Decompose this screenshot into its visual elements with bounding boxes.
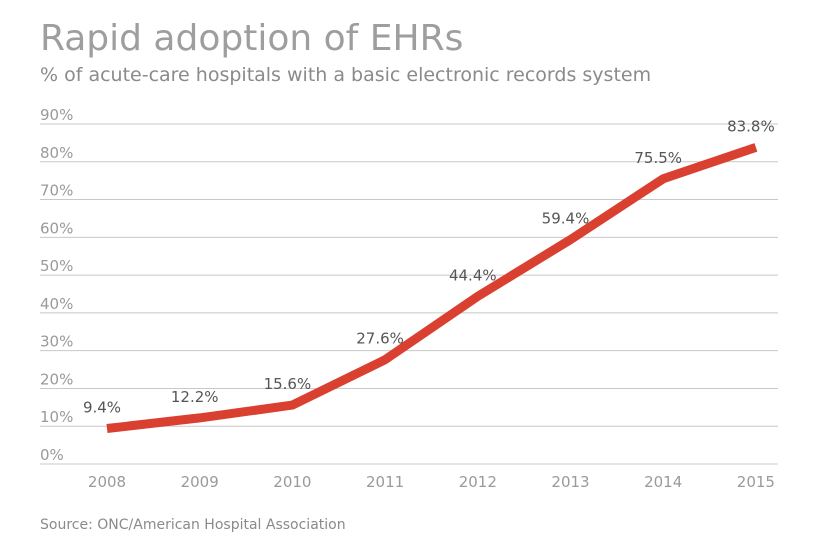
x-axis-tick-labels: 2008 2009 2010 2011 2012 2013 2014 2015 <box>88 473 775 491</box>
data-label: 15.6% <box>264 375 312 393</box>
chart-subtitle: % of acute-care hospitals with a basic e… <box>40 64 652 86</box>
y-tick-label: 80% <box>40 144 73 162</box>
y-tick-label: 20% <box>40 370 73 388</box>
data-label: 75.5% <box>634 149 682 167</box>
source-note: Source: ONC/American Hospital Associatio… <box>40 517 346 533</box>
y-tick-label: 30% <box>40 333 73 351</box>
y-axis-tick-labels: 0% 10% 20% 30% 40% 50% 60% 70% 80% 90% <box>40 106 73 464</box>
y-tick-label: 50% <box>40 257 73 275</box>
x-tick-label: 2009 <box>181 473 219 491</box>
gridlines <box>40 123 778 465</box>
data-label: 9.4% <box>83 398 121 416</box>
x-tick-label: 2010 <box>273 473 311 491</box>
y-tick-label: 90% <box>40 106 73 124</box>
data-label: 59.4% <box>542 210 590 228</box>
data-label: 12.2% <box>171 388 219 406</box>
x-tick-label: 2008 <box>88 473 126 491</box>
x-tick-label: 2013 <box>551 473 589 491</box>
chart-title: Rapid adoption of EHRs <box>40 18 464 59</box>
y-tick-label: 40% <box>40 295 73 313</box>
x-tick-label: 2015 <box>737 473 775 491</box>
x-tick-label: 2011 <box>366 473 404 491</box>
series-line <box>106 143 758 433</box>
y-tick-label: 70% <box>40 182 73 200</box>
data-label: 44.4% <box>449 266 497 284</box>
data-label: 83.8% <box>727 117 775 135</box>
y-tick-label: 10% <box>40 408 73 426</box>
data-label: 27.6% <box>356 330 404 348</box>
y-tick-label: 0% <box>40 446 64 464</box>
x-tick-label: 2014 <box>644 473 682 491</box>
series-group <box>106 143 758 433</box>
x-tick-label: 2012 <box>459 473 497 491</box>
data-labels: 9.4% 12.2% 15.6% 27.6% 44.4% 59.4% 75.5% 83.8% <box>83 117 775 416</box>
y-tick-label: 60% <box>40 219 73 237</box>
